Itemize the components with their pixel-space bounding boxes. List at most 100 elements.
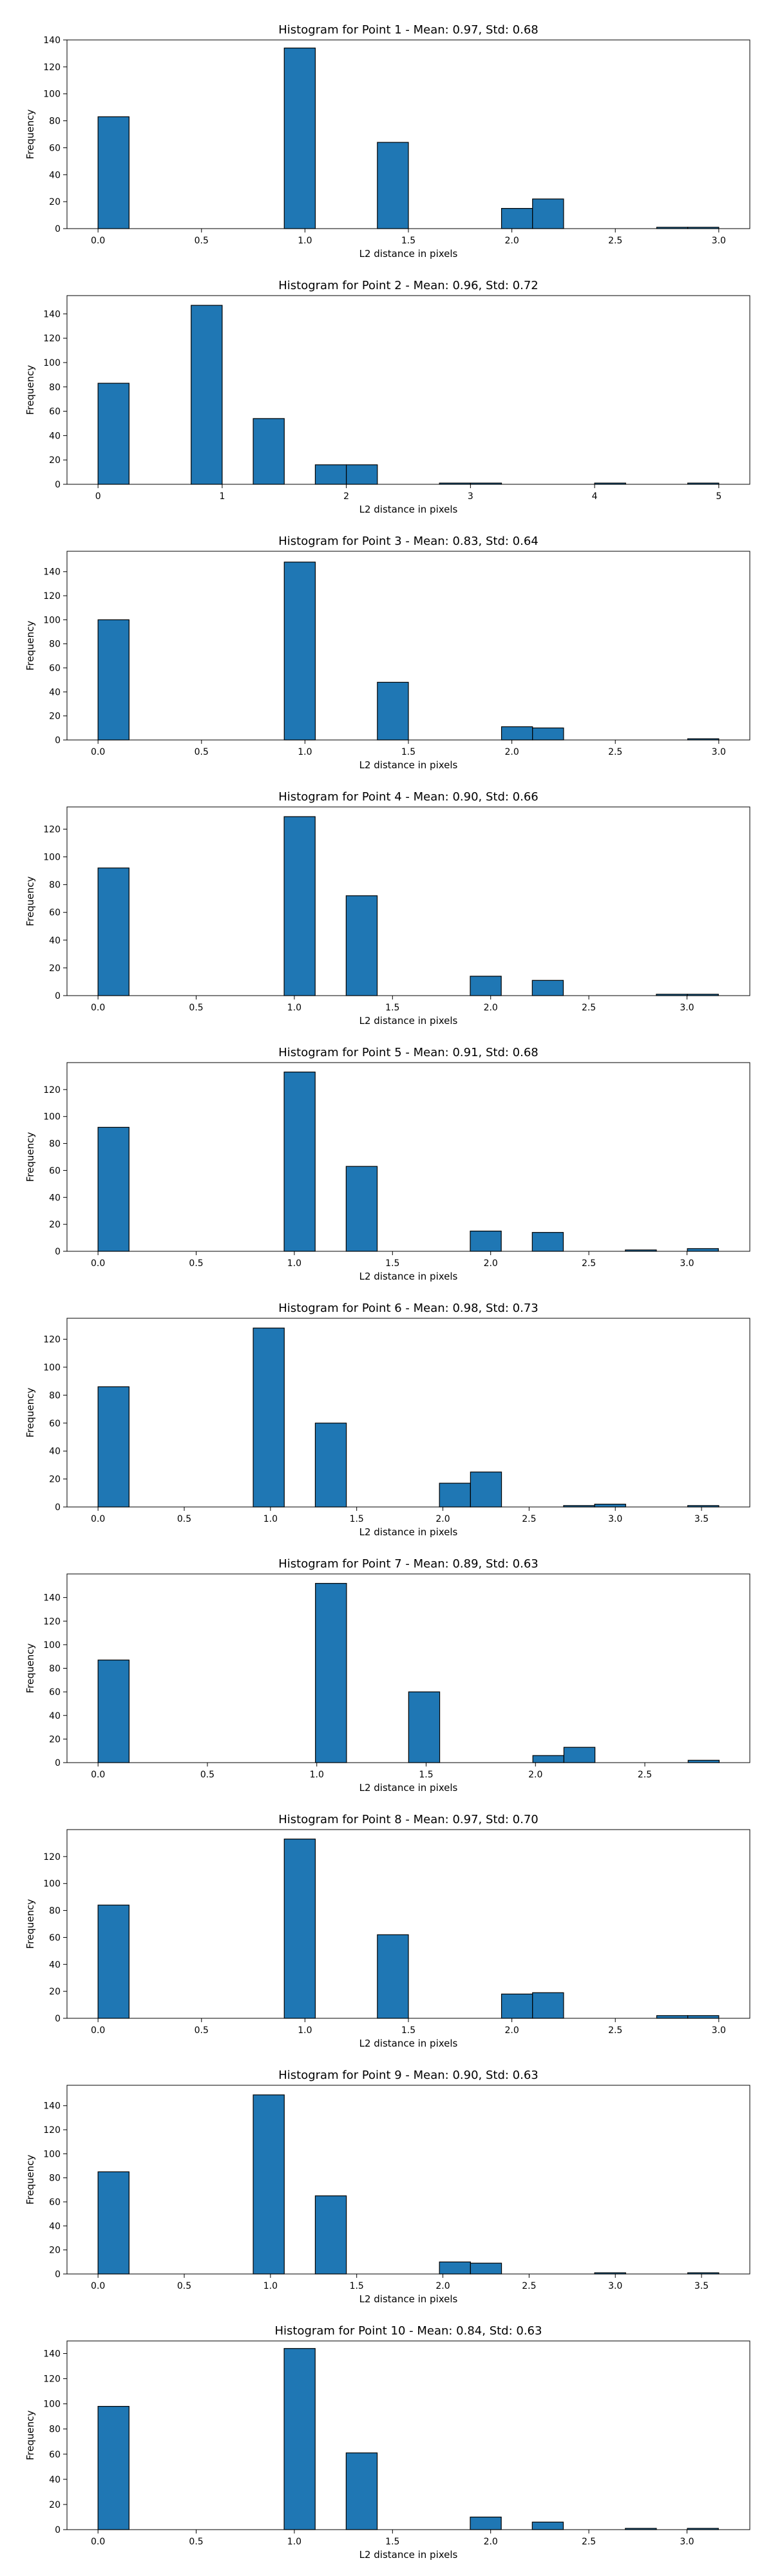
plot-frame bbox=[66, 2085, 750, 2275]
histogram-bar bbox=[97, 116, 129, 229]
x-tick-label: 1.0 bbox=[310, 1770, 324, 1780]
x-tick-label: 2.5 bbox=[582, 1258, 596, 1269]
x-tick-label: 3.0 bbox=[712, 2025, 726, 2036]
y-tick-label: 60 bbox=[49, 1933, 61, 1943]
histogram-bar bbox=[314, 2195, 347, 2275]
y-tick-label: 100 bbox=[43, 853, 61, 863]
chart-title: Histogram for Point 2 - Mean: 0.96, Std:… bbox=[278, 279, 539, 292]
histogram-bar bbox=[531, 1232, 564, 1252]
y-tick-label: 60 bbox=[49, 663, 61, 674]
x-tick-label: 3.0 bbox=[712, 747, 726, 757]
x-axis-label: L2 distance in pixels bbox=[359, 1526, 458, 1538]
histogram-bar bbox=[97, 1904, 129, 2019]
y-tick-label: 140 bbox=[43, 309, 61, 319]
x-tick-label: 1.0 bbox=[287, 1003, 301, 1013]
histogram-bar bbox=[345, 1166, 378, 1252]
x-tick-label: 0.0 bbox=[91, 2025, 105, 2036]
histogram-bar bbox=[377, 142, 409, 229]
histogram-bar bbox=[97, 1660, 130, 1763]
y-tick-label: 40 bbox=[49, 431, 61, 441]
y-tick-label: 60 bbox=[49, 1166, 61, 1176]
chart-title: Histogram for Point 7 - Mean: 0.89, Std:… bbox=[278, 1557, 539, 1571]
y-axis-label: Frequency bbox=[24, 365, 36, 415]
histogram-bar bbox=[314, 464, 347, 485]
y-tick-label: 60 bbox=[49, 2450, 61, 2460]
x-tick-label: 0.5 bbox=[195, 236, 209, 246]
y-tick-label: 40 bbox=[49, 1711, 61, 1721]
x-tick-label: 0.5 bbox=[189, 2537, 203, 2547]
y-tick-label: 120 bbox=[43, 62, 61, 73]
x-tick-label: 1.0 bbox=[287, 2537, 301, 2547]
x-tick-label: 0.5 bbox=[195, 2025, 209, 2036]
y-tick-label: 140 bbox=[43, 2101, 61, 2112]
x-axis-label: L2 distance in pixels bbox=[359, 759, 458, 771]
x-tick-label: 2.5 bbox=[582, 2537, 596, 2547]
x-tick-label: 2.5 bbox=[522, 2281, 536, 2291]
x-tick-label: 2.5 bbox=[582, 1003, 596, 1013]
histogram-bar bbox=[470, 976, 502, 996]
chart-title: Histogram for Point 9 - Mean: 0.90, Std:… bbox=[278, 2069, 539, 2082]
y-tick-label: 60 bbox=[49, 908, 61, 918]
histogram-bar bbox=[532, 1755, 565, 1763]
x-tick-label: 1.5 bbox=[385, 1258, 399, 1269]
y-tick-label: 0 bbox=[55, 2525, 61, 2535]
x-tick-label: 0 bbox=[95, 491, 101, 502]
chart-title: Histogram for Point 5 - Mean: 0.91, Std:… bbox=[278, 1046, 539, 1059]
histogram-bar bbox=[377, 1934, 409, 2019]
histogram-bar bbox=[439, 1482, 471, 1508]
y-tick-label: 40 bbox=[49, 936, 61, 946]
x-tick-label: 3.0 bbox=[680, 1258, 694, 1269]
x-tick-label: 0.0 bbox=[91, 236, 105, 246]
y-tick-label: 20 bbox=[49, 1987, 61, 1997]
y-tick-label: 80 bbox=[49, 1139, 61, 1150]
x-tick-label: 1.0 bbox=[298, 2025, 312, 2036]
x-tick-label: 0.0 bbox=[91, 1770, 105, 1780]
x-axis-label: L2 distance in pixels bbox=[359, 2549, 458, 2561]
chart-title: Histogram for Point 8 - Mean: 0.97, Std:… bbox=[278, 1813, 539, 1826]
y-tick-label: 0 bbox=[55, 2014, 61, 2024]
histogram-panel-5: 0.0 0.5 1.0 1.5 2.0 2.5 3.0 0 20 40 60 80 100 120 Hist… bbox=[24, 1046, 750, 1282]
y-tick-label: 120 bbox=[43, 1852, 61, 1862]
y-tick-label: 80 bbox=[49, 383, 61, 393]
x-tick-label: 1.0 bbox=[298, 236, 312, 246]
y-tick-label: 100 bbox=[43, 1640, 61, 1651]
x-tick-label: 2 bbox=[343, 491, 349, 502]
y-tick-label: 40 bbox=[49, 2221, 61, 2231]
histogram-bar bbox=[501, 1993, 533, 2019]
x-tick-label: 1.5 bbox=[401, 236, 415, 246]
histogram-bar bbox=[97, 2171, 129, 2275]
x-tick-label: 1.0 bbox=[263, 2281, 278, 2291]
plot-frame bbox=[66, 1062, 750, 1252]
y-axis-label: Frequency bbox=[24, 109, 36, 160]
histogram-bar bbox=[283, 2348, 316, 2530]
y-tick-label: 80 bbox=[49, 117, 61, 127]
x-tick-label: 1.5 bbox=[419, 1770, 433, 1780]
x-tick-label: 1.0 bbox=[263, 1514, 278, 1524]
y-tick-label: 140 bbox=[43, 1593, 61, 1604]
y-axis-label: Frequency bbox=[24, 1132, 36, 1182]
x-axis-label: L2 distance in pixels bbox=[359, 2293, 458, 2305]
histogram-panel-1: 0.0 0.5 1.0 1.5 2.0 2.5 3.0 0 20 40 60 80 100 120 140 H… bbox=[24, 23, 750, 260]
histogram-bar bbox=[656, 2015, 689, 2019]
y-tick-label: 80 bbox=[49, 880, 61, 891]
x-tick-label: 0.0 bbox=[91, 1514, 105, 1524]
histogram-bar bbox=[315, 1583, 347, 1763]
y-tick-label: 20 bbox=[49, 963, 61, 974]
y-tick-label: 40 bbox=[49, 170, 61, 180]
y-tick-label: 120 bbox=[43, 1085, 61, 1095]
y-axis-label: Frequency bbox=[24, 1388, 36, 1438]
x-tick-label: 0.0 bbox=[91, 1258, 105, 1269]
y-tick-label: 20 bbox=[49, 712, 61, 722]
histogram-panel-6: 0.0 0.5 1.0 1.5 2.0 2.5 3.0 3.5 0 20 40 60 80 100 120 H… bbox=[24, 1302, 750, 1538]
y-tick-label: 40 bbox=[49, 1193, 61, 1203]
y-tick-label: 20 bbox=[49, 2500, 61, 2510]
x-tick-label: 3.0 bbox=[680, 1003, 694, 1013]
x-tick-label: 0.0 bbox=[91, 747, 105, 757]
x-tick-label: 2.0 bbox=[504, 2025, 519, 2036]
histogram-bar bbox=[470, 2516, 502, 2530]
y-tick-label: 100 bbox=[43, 1363, 61, 1373]
y-tick-label: 100 bbox=[43, 2400, 61, 2410]
histogram-bar bbox=[687, 2015, 720, 2019]
y-tick-label: 120 bbox=[43, 2125, 61, 2136]
histogram-bar bbox=[531, 2521, 564, 2530]
